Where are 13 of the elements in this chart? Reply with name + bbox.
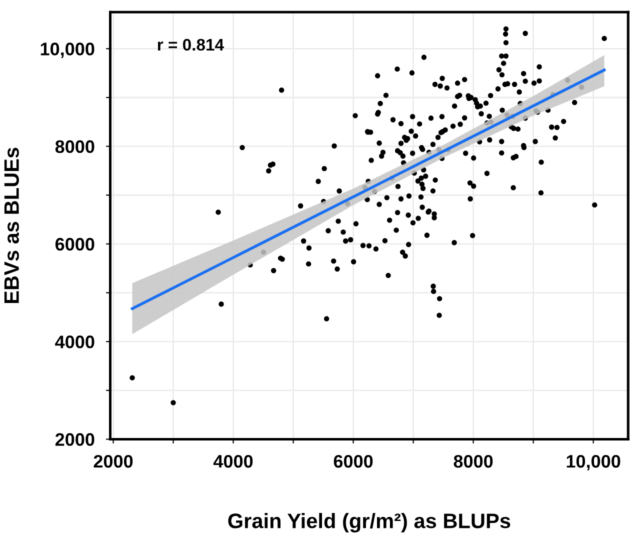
y-tick-label: 4000 — [55, 336, 94, 348]
x-tick-label: 10,000 — [566, 454, 620, 470]
x-tick-label: 4000 — [213, 454, 253, 468]
x-axis-title: Grain Yield (gr/m²) as BLUPs — [228, 512, 510, 532]
y-tick-label: 8000 — [55, 140, 94, 154]
y-axis-title: EBVs as BLUEs — [4, 148, 19, 303]
y-tick-label: 2000 — [55, 433, 94, 446]
annotation: r = 0.814 — [158, 38, 224, 51]
x-tick-label: 2000 — [94, 454, 133, 468]
y-tick-label: 6000 — [55, 238, 94, 251]
x-tick-label: 6000 — [334, 454, 373, 468]
y-tick-label: 10,000 — [40, 42, 94, 58]
x-tick-label: 8000 — [454, 454, 493, 468]
